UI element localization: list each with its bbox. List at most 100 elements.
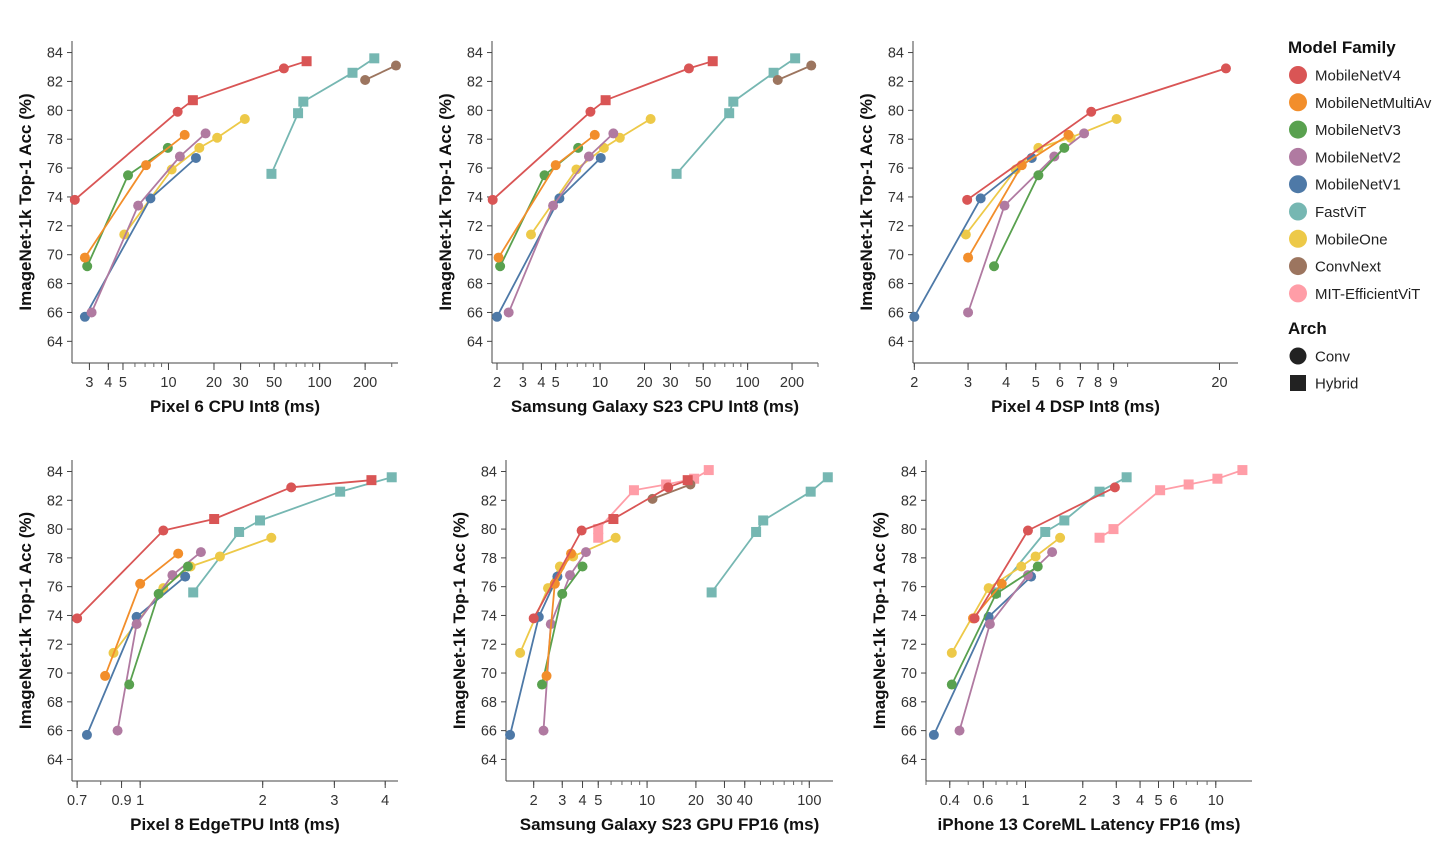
x-tick-label: 3: [85, 375, 93, 391]
y-tick-label: 82: [47, 493, 63, 509]
y-tick-label: 76: [47, 580, 63, 596]
data-point-mobilenetv3-2: [991, 588, 1002, 599]
y-tick-label: 82: [481, 493, 497, 509]
series-line-mobilenetmultiavg: [104, 552, 179, 677]
y-tick-label: 84: [888, 46, 904, 62]
series-mobilenetv3: [536, 561, 588, 690]
data-point-mobilenetv1-1: [491, 311, 502, 322]
y-tick-label: 70: [467, 248, 483, 264]
x-tick-label: 4: [578, 793, 586, 809]
x-tick-label: 7: [1076, 375, 1084, 391]
data-point-fastvit-1: [188, 587, 199, 598]
data-point-mobilenetv3-3: [1059, 142, 1070, 153]
y-tick-label: 76: [47, 161, 63, 177]
y-tick-label: 84: [481, 465, 497, 481]
data-point-fastvit-5: [1121, 472, 1132, 483]
y-tick-label: 74: [888, 190, 904, 206]
y-tick-label: 78: [481, 551, 497, 567]
x-tick-label: 0.4: [940, 793, 960, 809]
y-tick-label: 70: [481, 666, 497, 682]
data-point-mobilenetv3-2: [1033, 170, 1044, 181]
data-point-mobileone-1: [515, 647, 526, 658]
y-tick-label: 80: [888, 103, 904, 119]
data-point-mobilenetv4-1: [962, 194, 973, 205]
x-tick-label: 4: [381, 793, 389, 809]
data-point-fastvit-5: [790, 53, 801, 64]
y-tick-label: 74: [47, 608, 63, 624]
x-axis-title: Samsung Galaxy S23 GPU FP16 (ms): [520, 815, 820, 834]
data-point-mobileone-4: [214, 551, 225, 562]
chart-panel-1: 64 66 68 70 72 74 76 78 80 82 84 3 4 5 10 20 30 50 100 200 P…: [16, 41, 401, 416]
x-tick-label: 0.7: [67, 793, 87, 809]
x-tick-label: 2: [493, 375, 501, 391]
legend-item-mobilenetv1: MobileNetV1: [1289, 175, 1401, 194]
x-axis-title: iPhone 13 CoreML Latency FP16 (ms): [938, 815, 1241, 834]
data-point-mobilenetv2-2: [131, 619, 142, 630]
x-tick-label: 10: [639, 793, 655, 809]
y-tick-label: 72: [481, 637, 497, 653]
data-point-convnext-2: [390, 60, 401, 71]
y-tick-label: 74: [467, 190, 483, 206]
y-tick-label: 80: [901, 522, 917, 538]
x-tick-label: 5: [594, 793, 602, 809]
data-point-mobilenetv4-4: [683, 63, 694, 74]
series-line-convnext: [364, 64, 397, 81]
x-tick-label: 100: [308, 375, 332, 391]
legend-swatch-circle: [1289, 93, 1307, 112]
data-point-fastvit-3: [298, 96, 309, 107]
x-tick-label: 4: [537, 375, 545, 391]
series-fastvit: [266, 53, 380, 179]
series-mobilenetv4: [969, 482, 1120, 624]
data-point-mobilenetv3-1: [82, 261, 93, 272]
data-point-mit-efficientvit-6: [1237, 465, 1248, 476]
legend-label: MobileOne: [1315, 231, 1388, 248]
x-tick-label: 0.9: [111, 793, 131, 809]
data-point-mobileone-1: [946, 647, 957, 658]
data-point-mobilenetv1-1: [909, 311, 920, 322]
data-point-mobilenetv1-3: [595, 152, 606, 163]
data-point-mobilenetv1-1: [505, 729, 516, 740]
data-point-mobilenetv4-2: [172, 106, 183, 117]
y-tick-label: 82: [901, 493, 917, 509]
legend-item-mobileone: MobileOne: [1289, 229, 1388, 248]
y-tick-label: 70: [47, 666, 63, 682]
data-point-mobileone-2: [571, 164, 582, 175]
legend-swatch-circle: [1289, 284, 1307, 303]
x-tick-label: 20: [688, 793, 704, 809]
data-point-mobilenetv3-1: [495, 261, 506, 272]
x-tick-label: 4: [1136, 793, 1144, 809]
data-point-mobilenetmultiavg-2: [996, 578, 1007, 589]
x-tick-label: 6: [1170, 793, 1178, 809]
data-point-mobilenetv4-1: [72, 613, 83, 624]
y-tick-label: 70: [901, 666, 917, 682]
series-mobilenetmultiavg: [100, 548, 184, 681]
data-point-mit-efficientvit-3: [1155, 485, 1166, 496]
data-point-mobilenetv2-1: [963, 307, 974, 318]
x-tick-label: 1: [136, 793, 144, 809]
data-point-mobileone-2: [166, 164, 177, 175]
series-line-mobilenetv4: [76, 479, 372, 619]
data-point-fastvit-2: [1040, 526, 1051, 537]
series-mobilenetv4: [72, 475, 377, 624]
data-point-mobilenetmultiavg-1: [493, 252, 504, 263]
series-mobilenetv2: [86, 128, 211, 318]
series-line-fastvit: [270, 57, 375, 175]
y-tick-label: 82: [467, 74, 483, 90]
legend-swatch-circle: [1289, 202, 1307, 221]
x-tick-label: 3: [558, 793, 566, 809]
data-point-mobilenetv2-4: [608, 128, 619, 139]
y-tick-label: 72: [467, 219, 483, 235]
legend-label: ConvNext: [1315, 259, 1382, 276]
x-tick-label: 10: [160, 375, 176, 391]
y-tick-label: 64: [901, 752, 917, 768]
series-fastvit: [188, 472, 397, 598]
data-point-mobilenetv4-3: [1220, 63, 1231, 74]
y-tick-label: 66: [481, 724, 497, 740]
x-tick-label: 1: [1021, 793, 1029, 809]
data-point-mit-efficientvit-5: [689, 473, 700, 484]
y-tick-label: 68: [481, 695, 497, 711]
series-mobilenetmultiavg: [79, 129, 190, 263]
series-line-mobilenetv2: [507, 132, 615, 313]
data-point-convnext-1: [360, 74, 371, 85]
x-tick-label: 100: [736, 375, 760, 391]
